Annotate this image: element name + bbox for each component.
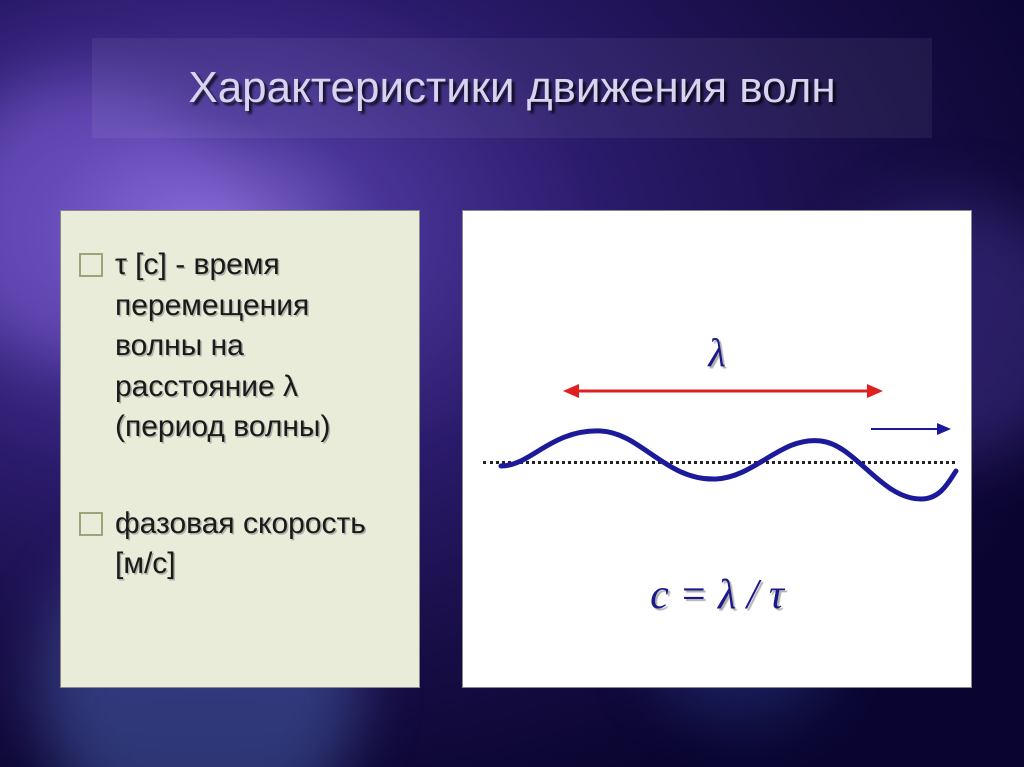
bullet-period: τ [с] - время перемещения волны на расст… [115,245,389,448]
slide-title: Характеристики движения волн [188,63,835,113]
lambda-label: λ [708,329,725,376]
phase-velocity-formula: c = λ / τ [650,571,784,619]
diagram-card: λ c = λ / τ [462,210,972,688]
bullet-tau-prefix: τ [с] - [115,248,194,281]
wave-curve [491,411,961,521]
definitions-card: τ [с] - время перемещения волны на расст… [60,210,420,688]
bullet-phase-velocity: фазовая скорость [м/с] [115,504,389,585]
wave-diagram: λ c = λ / τ [463,211,971,687]
title-container: Характеристики движения волн [92,38,932,138]
wavelength-span-arrow [563,381,883,401]
